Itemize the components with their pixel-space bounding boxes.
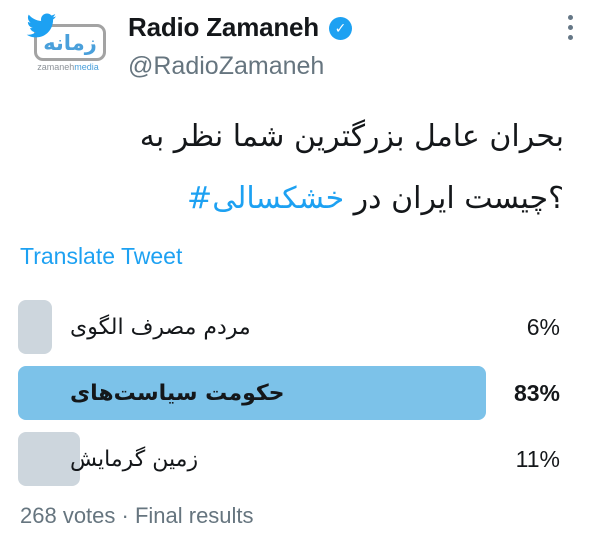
poll-option-label: الگوی‎ مصرف‎ مردم‎ [70,314,251,340]
more-options-icon[interactable] [568,15,573,40]
poll-option-percent: 11% [515,445,560,472]
poll: الگوی‎ مصرف‎ مردم‎ 6% سیاست‌های‎ حکومت‎ … [18,300,582,529]
poll-option-row: الگوی‎ مصرف‎ مردم‎ 6% [18,300,582,354]
poll-option-row: سیاست‌های‎ حکومت‎ 83% [18,366,582,420]
hashtag-link[interactable]: #خشکسالی [187,181,345,216]
logo-subtext-secondary: media [74,62,99,72]
poll-option-percent: 83% [513,379,560,406]
translate-tweet-link[interactable]: Translate Tweet [20,243,183,269]
poll-option-row: گرمایش‎ زمین‎ 11% [18,432,582,486]
display-name[interactable]: Radio Zamaneh [128,12,319,42]
twitter-bird-icon [26,13,57,38]
poll-option-label: سیاست‌های‎ حکومت‎ [70,380,285,406]
poll-result-bar [18,432,81,486]
user-handle[interactable]: @RadioZamaneh [128,52,325,80]
tweet-text-line2: #خشکسالی در‎ ایران‎ چیست‎؟ [20,168,564,230]
question-mark: ؟ [548,181,564,216]
poll-footer: 268 votes · Final results [20,503,254,528]
user-info: Radio Zamaneh ✓ @RadioZamaneh [128,10,580,81]
logo-badge-text: زمانه [43,30,97,55]
tweet-text-line1: به‎ نظر‎ شما‎ بزرگترین‎ عامل‎ بحران‎ [139,119,564,154]
logo-subtext-primary: zamaneh [37,62,75,72]
tweet-text: به‎ نظر‎ شما‎ بزرگترین‎ عامل‎ بحران‎ #خش… [20,106,564,230]
zamaneh-logo-badge: زمانه [34,24,106,61]
logo-subtext: zamanehmedia [30,62,106,72]
avatar[interactable]: زمانه zamanehmedia [20,8,112,78]
poll-result-bar [18,366,487,420]
verified-badge-icon: ✓ [329,17,352,40]
poll-result-bar [18,300,52,354]
tweet-text-line2-rest: در‎ ایران‎ چیست‎ [353,181,549,216]
poll-option-percent: 6% [526,313,560,340]
tweet-header: زمانه zamanehmedia Radio Zamaneh ✓ @Radi… [0,0,600,90]
poll-option-label: گرمایش‎ زمین‎ [70,446,199,472]
